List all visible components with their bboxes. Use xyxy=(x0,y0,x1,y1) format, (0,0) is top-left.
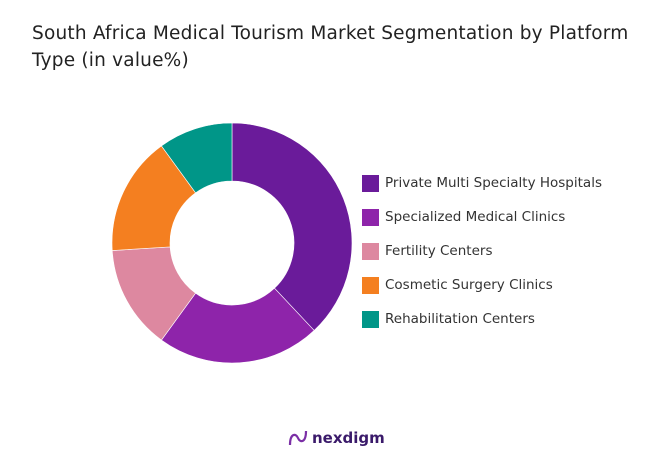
logo-text: nexdigm xyxy=(312,429,385,447)
legend-label: Private Multi Specialty Hospitals xyxy=(385,175,602,191)
legend-item: Specialized Medical Clinics xyxy=(362,200,602,234)
legend-label: Cosmetic Surgery Clinics xyxy=(385,277,553,293)
legend-swatch xyxy=(362,242,379,260)
logo-icon xyxy=(288,430,308,446)
legend: Private Multi Specialty Hospitals Special… xyxy=(362,166,602,336)
slice-private-multi-specialty-hospitals xyxy=(231,122,353,331)
legend-swatch xyxy=(362,276,379,294)
legend-swatch xyxy=(362,208,379,226)
legend-item: Fertility Centers xyxy=(362,234,602,268)
legend-label: Rehabilitation Centers xyxy=(385,311,535,327)
legend-item: Private Multi Specialty Hospitals xyxy=(362,166,602,200)
slice-specialized-medical-clinics xyxy=(161,287,315,364)
slice-rehabilitation-centers xyxy=(161,122,233,194)
legend-swatch xyxy=(362,174,379,192)
legend-item: Rehabilitation Centers xyxy=(362,302,602,336)
chart-title: South Africa Medical Tourism Market Segm… xyxy=(32,23,629,71)
legend-item: Cosmetic Surgery Clinics xyxy=(362,268,602,302)
legend-label: Specialized Medical Clinics xyxy=(385,209,566,225)
nexdigm-logo: nexdigm xyxy=(288,428,385,448)
legend-label: Fertility Centers xyxy=(385,243,493,259)
legend-swatch xyxy=(362,310,379,328)
